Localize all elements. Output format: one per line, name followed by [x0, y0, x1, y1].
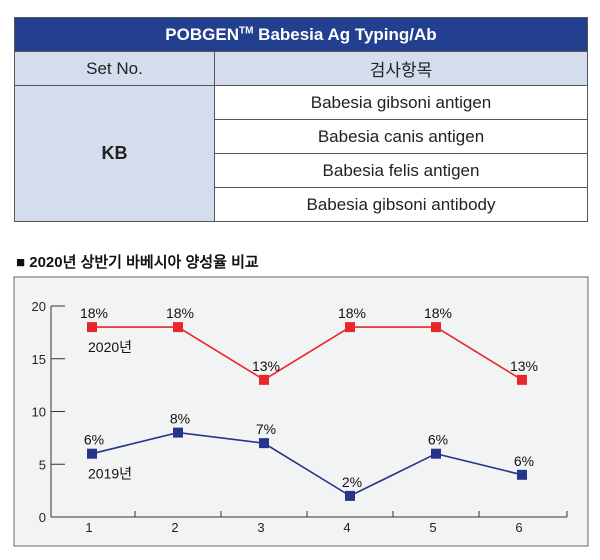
data-label: 6%: [514, 453, 534, 469]
data-point: [87, 322, 97, 333]
data-label: 8%: [170, 411, 190, 427]
data-point: [431, 322, 441, 333]
section-title: ■ 2020년 상반기 바베시아 양성율 비교: [16, 254, 259, 271]
data-point: [345, 490, 355, 501]
series-line-2020: [92, 326, 523, 381]
header-test-items: 검사항목: [214, 51, 588, 86]
series-label: 2020년: [88, 339, 132, 355]
test-item: Babesia gibsoni antigen: [214, 85, 588, 120]
test-item: Babesia gibsoni antibody: [214, 187, 588, 222]
set-kb: KB: [14, 85, 215, 222]
series-label: 2019년: [88, 466, 132, 482]
data-label: 6%: [84, 432, 104, 448]
data-label: 18%: [166, 305, 194, 321]
y-tick-label: 0: [39, 510, 46, 525]
data-point: [517, 469, 527, 480]
data-point: [431, 448, 441, 459]
x-tick-label: 1: [85, 520, 92, 535]
x-tick-label: 4: [343, 520, 350, 535]
data-point: [173, 427, 183, 438]
y-tick-label: 15: [32, 352, 46, 367]
test-item: Babesia felis antigen: [214, 153, 588, 188]
y-tick-label: 10: [32, 405, 46, 420]
x-tick-label: 5: [429, 520, 436, 535]
data-point: [259, 374, 269, 385]
data-point: [259, 438, 269, 449]
data-point: [173, 322, 183, 333]
data-label: 18%: [80, 305, 108, 321]
x-tick-label: 3: [257, 520, 264, 535]
test-item: Babesia canis antigen: [214, 119, 588, 154]
data-label: 18%: [424, 305, 452, 321]
y-tick-label: 20: [32, 299, 46, 314]
data-label: 13%: [510, 358, 538, 374]
x-tick-label: 6: [515, 520, 522, 535]
chart-frame: [13, 276, 589, 547]
data-label: 18%: [338, 305, 366, 321]
data-point: [517, 374, 527, 385]
data-point: [87, 448, 97, 459]
table-title: POBGENTM Babesia Ag Typing/Ab: [14, 17, 588, 52]
series-line-2019: [91, 431, 523, 497]
y-tick-label: 5: [39, 457, 46, 472]
x-tick-label: 2: [171, 520, 178, 535]
data-point: [345, 322, 355, 333]
data-label: 13%: [252, 358, 280, 374]
header-set-no: Set No.: [14, 51, 215, 86]
data-label: 2%: [342, 474, 362, 490]
data-label: 6%: [428, 432, 448, 448]
data-label: 7%: [256, 421, 276, 437]
product-table: POBGENTM Babesia Ag Typing/Ab Set No. 검사항…: [14, 17, 588, 222]
